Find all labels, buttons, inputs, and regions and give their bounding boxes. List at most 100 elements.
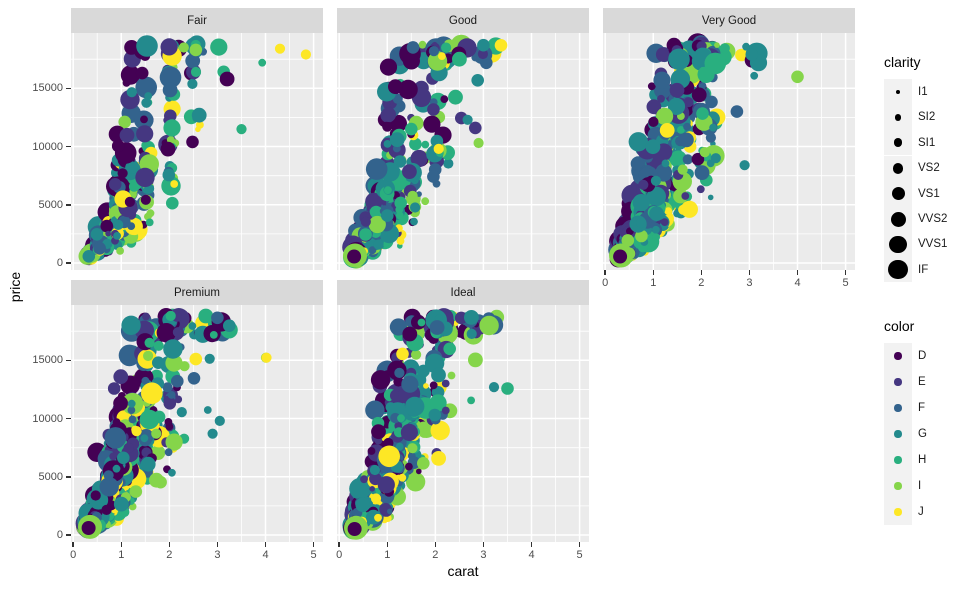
data-point — [368, 246, 377, 255]
facet-strip-label: Premium — [173, 286, 220, 299]
x-tick-label: 0 — [70, 549, 77, 561]
clarity-legend-label: I1 — [918, 86, 928, 98]
data-point — [657, 94, 665, 103]
data-point — [90, 490, 101, 501]
data-point — [396, 211, 404, 220]
data-point — [186, 135, 199, 149]
data-point — [389, 318, 407, 336]
y-tick-label: 5000 — [38, 470, 63, 483]
facet-strip-good: Good — [337, 8, 589, 33]
x-tick-mark — [530, 542, 533, 547]
y-tick-mark — [66, 476, 71, 478]
data-point — [136, 35, 158, 57]
data-point — [162, 82, 178, 98]
data-point — [428, 46, 439, 57]
data-point — [395, 442, 404, 451]
data-point — [416, 191, 422, 197]
data-point — [209, 331, 218, 339]
data-point — [669, 150, 687, 168]
clarity-legend-label: VVS1 — [918, 238, 948, 251]
data-point — [429, 320, 445, 335]
x-tick-label: 5 — [576, 549, 583, 561]
data-point — [682, 154, 693, 165]
data-point — [365, 192, 383, 210]
data-point — [650, 175, 661, 186]
data-point — [398, 79, 418, 100]
data-point — [406, 41, 420, 54]
x-tick-label: 4 — [794, 277, 801, 289]
x-tick-label: 2 — [166, 549, 173, 561]
color-swatch-dot — [894, 430, 902, 438]
facet-strip-label: Fair — [187, 14, 207, 27]
ring-point — [613, 249, 628, 264]
data-point — [111, 139, 125, 153]
data-point — [738, 49, 746, 58]
data-point — [127, 406, 136, 414]
data-point — [707, 194, 714, 201]
data-point — [146, 209, 155, 218]
data-point — [635, 229, 648, 243]
outlier-point — [452, 51, 467, 67]
outlier-point — [501, 382, 514, 395]
data-point — [191, 107, 207, 123]
facet-strip-premium: Premium — [71, 280, 323, 305]
outlier-point — [178, 42, 189, 53]
data-point — [467, 396, 475, 405]
color-swatch-dot — [894, 378, 902, 386]
data-point — [140, 456, 156, 472]
data-point — [661, 159, 670, 168]
data-point — [153, 340, 164, 351]
data-point — [223, 319, 236, 332]
panel-premium — [71, 305, 323, 542]
data-point — [195, 126, 201, 133]
data-point — [440, 95, 449, 103]
x-tick-mark — [844, 270, 847, 275]
data-point — [696, 107, 709, 120]
data-point — [648, 116, 659, 127]
data-point — [103, 470, 114, 481]
data-point — [82, 250, 96, 263]
y-tick-mark — [66, 359, 71, 362]
data-point — [113, 395, 128, 411]
data-point — [417, 457, 430, 470]
data-point — [168, 468, 176, 477]
outlier-point — [473, 137, 484, 149]
data-point — [162, 382, 173, 393]
data-point — [418, 40, 427, 49]
facet-strip-very-good: Very Good — [603, 8, 855, 33]
x-tick-label: 0 — [602, 277, 609, 289]
color-swatch-dot — [894, 508, 902, 516]
data-point — [636, 217, 647, 229]
data-point — [108, 178, 122, 191]
data-point — [152, 356, 165, 369]
data-point — [378, 445, 400, 468]
data-point — [409, 137, 422, 151]
clarity-size-dot — [889, 235, 907, 253]
x-tick-label: 5 — [842, 277, 849, 289]
x-tick-label: 1 — [650, 277, 657, 289]
data-point — [468, 352, 483, 368]
data-point — [407, 190, 418, 201]
data-point — [400, 423, 418, 441]
data-point — [164, 418, 173, 426]
data-point — [659, 123, 675, 138]
data-point — [421, 140, 430, 149]
data-point — [172, 327, 183, 338]
data-point — [156, 323, 176, 343]
outlier-point — [739, 160, 750, 171]
color-legend-label: G — [918, 428, 927, 440]
clarity-legend-title: clarity — [884, 54, 921, 70]
data-point — [656, 107, 674, 125]
data-point — [387, 508, 393, 515]
x-tick-mark — [434, 542, 437, 547]
data-point — [135, 167, 155, 188]
y-tick-mark — [66, 534, 71, 536]
data-point — [430, 420, 450, 441]
x-tick-label: 2 — [432, 549, 439, 561]
facet-strip-label: Good — [448, 14, 478, 27]
data-point — [396, 347, 409, 361]
data-point — [104, 427, 127, 449]
x-tick-mark — [312, 542, 315, 547]
color-swatch-dot — [894, 352, 902, 360]
data-point — [370, 370, 391, 390]
